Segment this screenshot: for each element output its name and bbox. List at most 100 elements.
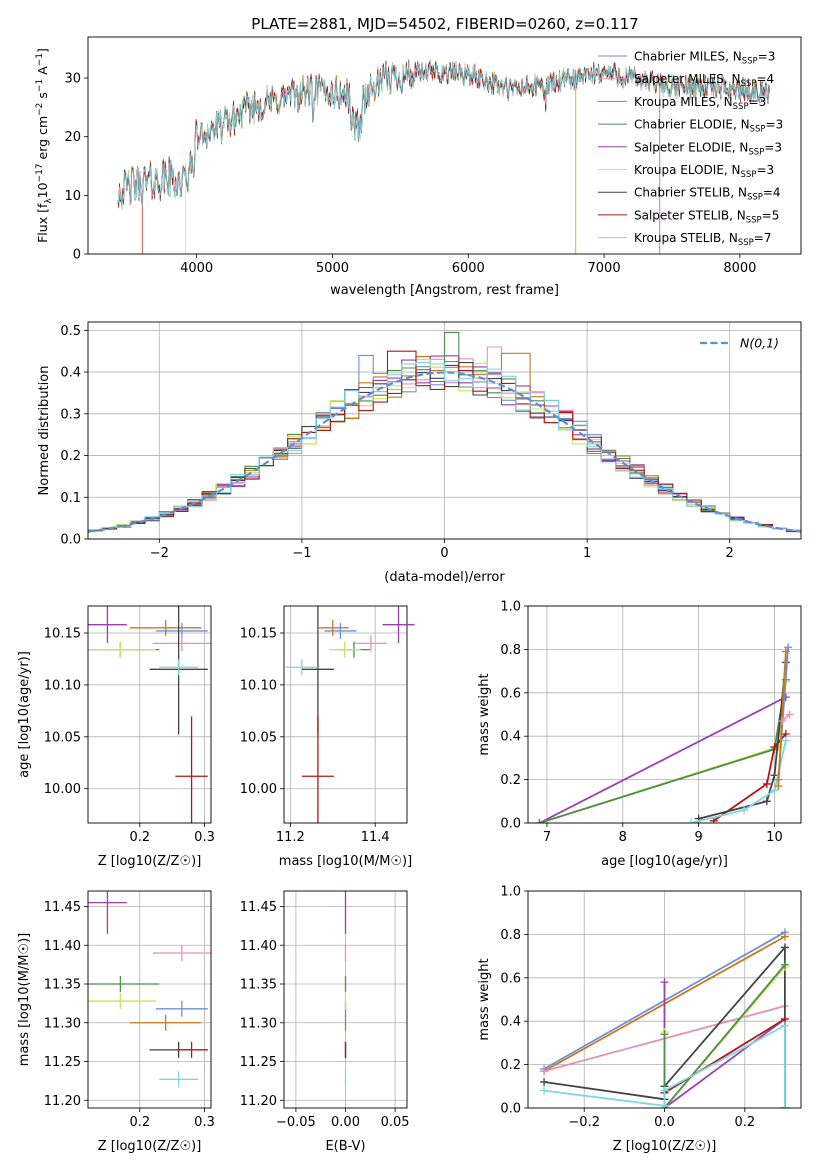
weight-marker (778, 717, 787, 726)
x-axis-label: age [log10(age/yr)] (601, 854, 728, 869)
legend-label: Chabrier MILES, NSSP=3 (634, 50, 775, 67)
y-tick-label: 0.4 (60, 366, 81, 381)
legend-subscript: SSP (741, 79, 757, 89)
legend-label: Chabrier STELIB, NSSP=4 (634, 186, 781, 203)
legend-text: =3 (756, 163, 774, 177)
y-tick-label: 10.15 (240, 626, 277, 641)
axes-frame (87, 605, 212, 824)
legend-text: Chabrier MILES, N (634, 50, 742, 64)
y-tick-label: 0.6 (500, 686, 521, 701)
y-tick-label: 11.45 (44, 900, 81, 915)
x-tick-label: −0.05 (276, 1115, 316, 1130)
histogram-series (88, 362, 801, 534)
x-tick-label: 0.2 (129, 830, 150, 845)
x-tick-label: 2 (726, 546, 734, 561)
mass-vs-ebv-panel: −0.05 0.00 0.05 11.20 11.25 11.30 11.35 11.40 11… (240, 890, 410, 1154)
legend-text: =3 (764, 140, 782, 154)
legend-subscript: SSP (750, 125, 766, 135)
y-tick-label: 0.0 (500, 1102, 521, 1117)
label-part: −17 (35, 163, 45, 182)
label-part: −1 (35, 79, 45, 92)
y-tick-label: 1.0 (500, 600, 521, 615)
y-tick-label: 10.10 (44, 678, 81, 693)
y-axis-label: age [log10(age/yr)] (17, 651, 32, 778)
y-tick-label: 10 (64, 189, 81, 204)
x-tick-label: 5000 (316, 261, 349, 276)
x-axis-label: (data-model)/error (384, 570, 505, 585)
axes-frame (527, 605, 802, 824)
weight-marker (540, 1086, 549, 1095)
legend-text: Salpeter STELIB, N (634, 208, 746, 222)
legend-text: Chabrier STELIB, N (634, 186, 747, 200)
weight-marker (660, 1086, 669, 1095)
y-axis-label: mass weight (477, 673, 492, 755)
label-part: s (35, 92, 50, 103)
label-part: 10 (35, 182, 50, 198)
legend-text: =7 (754, 231, 772, 245)
plot-area (540, 928, 789, 1108)
weight-line (781, 713, 791, 722)
spectrum-line (117, 59, 771, 254)
legend-text: Kroupa ELODIE, N (634, 163, 741, 177)
weight-marker (660, 978, 669, 987)
spectrum-panel: 4000 5000 6000 7000 8000 0 10 20 30 wavelength [A… (35, 36, 802, 298)
y-tick-label: 0.5 (60, 324, 81, 339)
legend-subscript: SSP (738, 238, 754, 248)
weight-line (663, 982, 786, 1108)
legend-text: Kroupa STELIB, N (634, 231, 738, 245)
legend-label: Salpeter ELODIE, NSSP=3 (634, 140, 782, 157)
x-tick-label: 10 (766, 830, 783, 845)
spectrum-line (117, 60, 771, 254)
weight-line (539, 679, 787, 823)
y-tick-label: 11.20 (44, 1094, 81, 1109)
weight-marker (781, 736, 790, 745)
x-tick-label: 0.3 (194, 830, 215, 845)
weight-marker (780, 1104, 789, 1108)
x-tick-label: 1 (583, 546, 591, 561)
y-tick-label: 0.2 (500, 773, 521, 788)
y-tick-label: 10.15 (44, 626, 81, 641)
legend-text: =4 (763, 186, 781, 200)
legend-label: N(0,1) (740, 336, 779, 351)
x-tick-label: 11.2 (276, 830, 305, 845)
legend-subscript: SSP (746, 215, 762, 225)
x-tick-label: 0.2 (734, 1115, 755, 1130)
x-tick-label: 11.4 (361, 830, 390, 845)
x-axis-label: Z [log10(Z/Z☉)] (613, 1139, 717, 1154)
weight-line (663, 964, 786, 1108)
weight-line (539, 681, 787, 823)
spectrum-line (117, 61, 771, 210)
y-tick-label: 0.4 (500, 730, 521, 745)
x-tick-label: −2 (150, 546, 169, 561)
legend-text: =3 (749, 95, 767, 109)
figure-title: PLATE=2881, MJD=54502, FIBERID=0260, z=0… (251, 15, 638, 33)
legend-label: Salpeter MILES, NSSP=4 (634, 72, 774, 89)
y-tick-label: 0.0 (60, 533, 81, 548)
y-tick-label: 11.20 (240, 1094, 277, 1109)
x-tick-label: 0.00 (331, 1115, 360, 1130)
axes-frame (87, 321, 802, 540)
y-axis-label: Flux [fλ10−17 erg cm−2 s−1 A−1] (35, 48, 54, 243)
weight-marker (660, 1101, 669, 1108)
label-part: ] (35, 48, 50, 53)
weight-marker (780, 932, 789, 941)
y-tick-label: 0.6 (500, 971, 521, 986)
y-tick-label: 10.05 (44, 730, 81, 745)
x-tick-label: −0.2 (568, 1115, 600, 1130)
y-tick-label: 0.8 (500, 643, 521, 658)
y-tick-label: 0.2 (500, 1058, 521, 1073)
label-part: A (35, 66, 50, 79)
legend-text: =5 (762, 208, 780, 222)
y-tick-label: 0.0 (500, 817, 521, 832)
legend-text: Kroupa MILES, N (634, 95, 733, 109)
plot-area (117, 59, 771, 254)
y-axis-label: mass weight (477, 958, 492, 1040)
weight-marker (660, 1030, 669, 1039)
legend-text: Salpeter MILES, N (634, 72, 741, 86)
weight-marker (785, 710, 794, 719)
plot-area (535, 643, 794, 823)
legend-text: Chabrier ELODIE, N (634, 118, 750, 132)
y-tick-label: 30 (64, 72, 81, 87)
y-tick-label: 0.4 (500, 1015, 521, 1030)
